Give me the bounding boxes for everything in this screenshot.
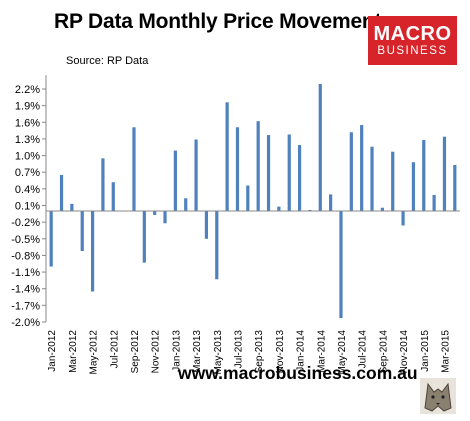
bar-jan-2014 (297, 145, 302, 212)
x-tick-label: May-2012 (89, 330, 100, 375)
x-tick-label: Mar-2015 (440, 330, 451, 373)
bar-jul-2013 (235, 127, 240, 212)
bar-jan-2015 (422, 140, 426, 212)
chart-source: Source: RP Data (66, 55, 149, 67)
x-tick-label: Jul-2012 (109, 330, 120, 369)
x-tick-label: Mar-2013 (192, 330, 203, 373)
x-tick-label: Sep-2014 (378, 330, 389, 374)
y-tick-label: -0.2% (11, 217, 40, 229)
logo-line-2: BUSINESS (377, 44, 448, 57)
bar-oct-2014 (391, 151, 395, 212)
y-tick-label: 1.3% (15, 134, 40, 146)
y-tick-label: -1.1% (11, 267, 40, 279)
y-tick-label: -1.4% (11, 284, 40, 296)
x-tick-label: Sep-2013 (254, 330, 265, 374)
bar-feb-2014 (308, 209, 312, 212)
x-tick-label: Jan-2014 (296, 330, 307, 372)
bar-feb-2015 (432, 194, 436, 212)
y-tick-label: -1.7% (11, 300, 40, 312)
bar-jan-2013 (173, 150, 177, 212)
bar-may-2013 (215, 211, 219, 280)
bar-oct-2012 (142, 211, 146, 263)
bar-dec-2013 (287, 134, 291, 212)
x-tick-label: Jan-2013 (171, 330, 182, 372)
bar-sep-2013 (256, 121, 260, 212)
x-tick-label: Nov-2013 (275, 330, 286, 374)
bar-oct-2013 (266, 135, 271, 212)
bar-mar-2012 (70, 203, 74, 212)
bar-feb-2013 (184, 198, 188, 212)
x-tick-label: Nov-2014 (399, 330, 410, 374)
y-tick-label: 0.1% (15, 201, 40, 213)
x-tick-label: May-2014 (337, 330, 348, 375)
y-axis-ticks: 2.2% 1.9% 1.6% 1.3% 1.0% 0.7% 0.4% 0.1% -0.2% -0.… (11, 84, 46, 329)
bar-sep-2012 (132, 127, 136, 212)
y-tick-label: 2.2% (15, 84, 40, 96)
bar-jul-2014 (360, 125, 364, 212)
bar-mar-2014 (318, 84, 322, 212)
y-tick-label: 0.4% (15, 184, 40, 196)
chart-title: RP Data Monthly Price Movements (54, 10, 393, 33)
bar-apr-2013 (204, 211, 209, 239)
bar-jan-2012 (49, 211, 53, 267)
x-axis-ticks: Jan-2012 Mar-2012 May-2012 Jul-2012 Sep-2012… (47, 330, 451, 375)
x-tick-label: Mar-2014 (316, 330, 327, 373)
bar-mar-2013 (194, 139, 198, 212)
bar-series (49, 84, 457, 319)
bar-nov-2012 (153, 211, 157, 215)
bar-may-2012 (90, 211, 95, 292)
bar-aug-2013 (246, 185, 250, 212)
x-tick-label: Nov-2012 (151, 330, 162, 374)
x-tick-label: Sep-2012 (130, 330, 141, 374)
bar-apr-2015 (453, 165, 457, 212)
x-tick-label: Jul-2013 (233, 330, 244, 369)
wolf-logo-icon (420, 378, 456, 414)
bar-dec-2012 (163, 211, 167, 224)
y-tick-label: 0.7% (15, 167, 40, 179)
y-tick-label: 1.9% (15, 101, 40, 113)
macrobusiness-logo: MACRO BUSINESS (368, 16, 457, 65)
bar-dec-2014 (411, 162, 416, 212)
x-tick-label: Mar-2012 (68, 330, 79, 373)
logo-line-1: MACRO (373, 22, 452, 45)
bar-aug-2014 (370, 146, 374, 212)
bar-may-2014 (339, 211, 343, 319)
bar-jun-2013 (225, 102, 229, 212)
bar-jun-2014 (349, 132, 353, 212)
x-tick-label: Jul-2014 (358, 330, 369, 369)
x-tick-label: Jan-2015 (420, 330, 431, 372)
bar-apr-2012 (80, 211, 84, 251)
bar-mar-2015 (442, 136, 447, 212)
y-tick-label: 1.6% (15, 117, 40, 129)
bar-jul-2012 (111, 182, 115, 212)
bar-nov-2013 (277, 206, 281, 212)
bar-apr-2014 (329, 194, 333, 212)
y-tick-label: 1.0% (15, 151, 40, 163)
y-tick-label: -0.8% (11, 250, 40, 262)
footer-website-url[interactable]: www.macrobusiness.com.au (178, 363, 418, 383)
y-tick-label: -2.0% (11, 317, 40, 329)
bar-nov-2014 (401, 211, 405, 226)
bar-feb-2012 (59, 174, 64, 212)
bar-sep-2014 (380, 207, 384, 212)
x-tick-label: May-2013 (213, 330, 224, 375)
y-tick-label: -0.5% (11, 234, 40, 246)
bar-jun-2012 (101, 158, 105, 212)
x-tick-label: Jan-2012 (47, 330, 58, 372)
